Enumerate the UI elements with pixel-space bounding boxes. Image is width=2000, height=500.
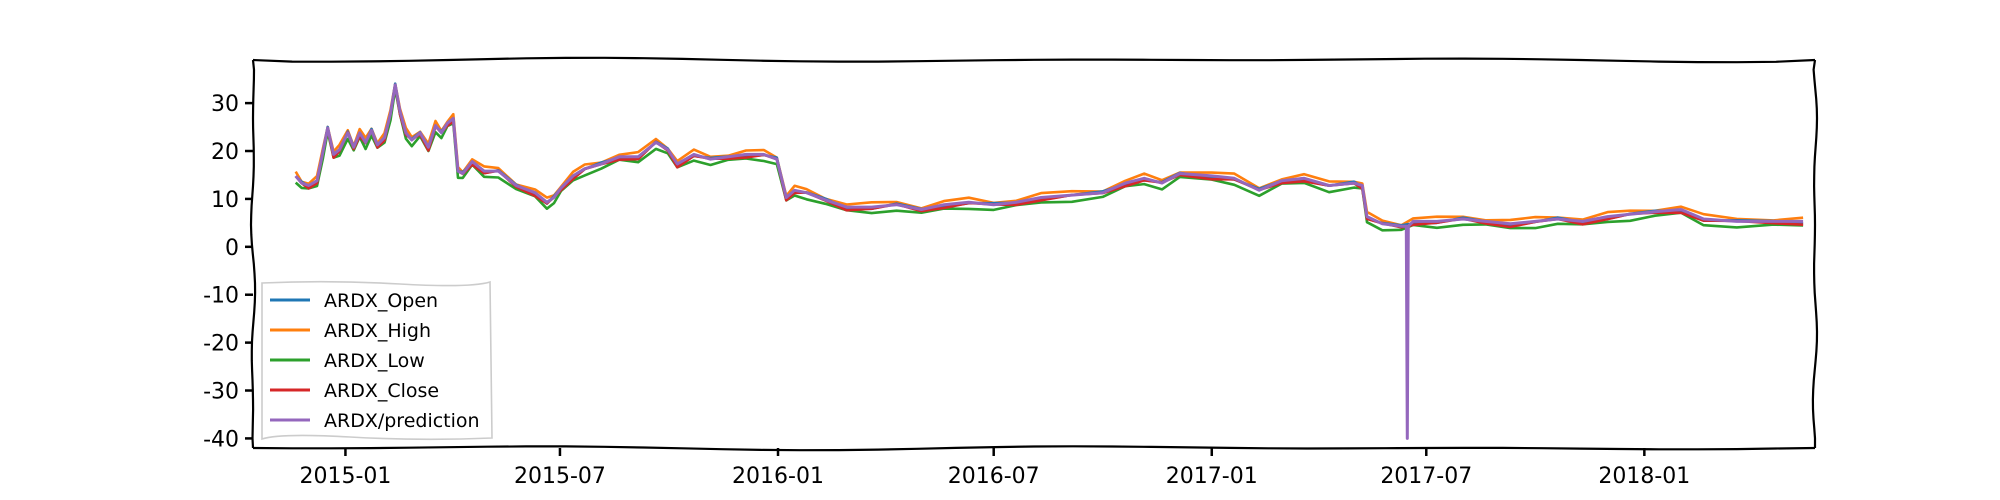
x-tick-label: 2018-01 xyxy=(1598,464,1690,489)
x-tick-label: 2015-07 xyxy=(514,464,606,489)
y-tick-label: -20 xyxy=(203,332,239,357)
x-tick-label: 2016-01 xyxy=(732,464,824,489)
frame-left xyxy=(249,59,257,449)
y-tick-label: 30 xyxy=(211,92,239,117)
series-line-ardx-prediction xyxy=(294,83,1804,440)
legend-item: ARDX/prediction xyxy=(270,410,480,432)
frame-right xyxy=(1811,59,1819,448)
x-tick-label: 2016-07 xyxy=(948,464,1040,489)
series-layer xyxy=(294,82,1804,440)
y-tick-label: 0 xyxy=(225,236,239,261)
y-tick-label: 10 xyxy=(211,188,239,213)
x-tick-label: 2017-01 xyxy=(1166,464,1258,489)
frame-bottom xyxy=(252,445,1816,452)
legend-item: ARDX_High xyxy=(270,320,431,342)
frame-top xyxy=(252,56,1816,64)
legend: ARDX_Open ARDX_High ARDX_Low ARDX_Close … xyxy=(261,280,493,441)
legend-item: ARDX_Open xyxy=(270,290,438,312)
plot-frame xyxy=(249,56,1819,452)
series-line-ardx-close xyxy=(294,84,1804,229)
y-tick-label: -40 xyxy=(203,427,239,452)
legend-box xyxy=(261,280,493,441)
x-tick-label: 2015-01 xyxy=(299,464,391,489)
y-tick-label: -30 xyxy=(203,380,239,405)
y-axis: 30 20 10 0 -10 -20 -30 -40 xyxy=(203,92,253,452)
series-line-ardx-high xyxy=(294,82,1804,227)
x-axis: 2015-01 2015-07 2016-01 2016-07 2017-01 2017-… xyxy=(299,448,1690,489)
y-tick-label: -10 xyxy=(203,284,239,309)
y-tick-label: 20 xyxy=(211,140,239,165)
series-line-ardx-open xyxy=(294,82,1804,228)
legend-label: ARDX_Open xyxy=(324,290,438,312)
legend-item: ARDX_Close xyxy=(270,380,439,402)
series-line-ardx-low xyxy=(294,87,1804,232)
legend-item: ARDX_Low xyxy=(270,350,425,372)
legend-label: ARDX_Low xyxy=(324,350,425,372)
legend-label: ARDX_Close xyxy=(324,380,439,402)
x-tick-label: 2017-07 xyxy=(1380,464,1472,489)
legend-label: ARDX_High xyxy=(324,320,431,342)
legend-label: ARDX/prediction xyxy=(324,410,480,432)
